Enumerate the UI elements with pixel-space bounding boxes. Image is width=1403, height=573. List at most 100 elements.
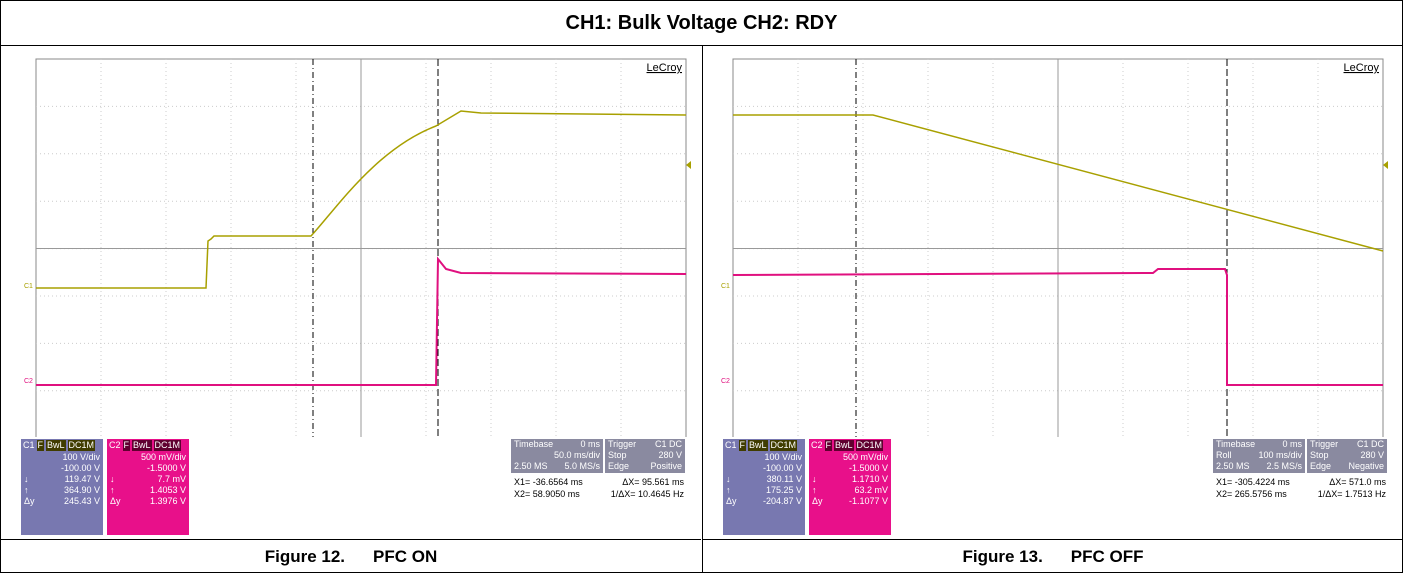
readout-row: -100.00 V bbox=[723, 463, 805, 474]
readout-row: 500 mV/div bbox=[809, 452, 891, 463]
readout-row: -1.5000 V bbox=[107, 463, 189, 474]
value: -100.00 V bbox=[762, 463, 802, 473]
symbol: Δy bbox=[726, 496, 737, 506]
readout-row: ↑ 364.90 V bbox=[21, 485, 103, 496]
value: -204.87 V bbox=[762, 496, 802, 506]
screen: LeCroy C1 C2 bbox=[721, 58, 1388, 437]
trace-ch2 bbox=[732, 268, 1383, 386]
channel-box: C2 F BwL DC1M 500 mV/div -1.5000 V ↓ 1.1710 V ↑ 6… bbox=[809, 439, 891, 535]
value: Stop bbox=[1310, 450, 1329, 460]
readout-row: X2= 58.9050 ms 1/ΔX= 10.4645 Hz bbox=[511, 488, 687, 500]
readout-row: 2.50 MS 5.0 MS/s bbox=[511, 461, 603, 472]
value: ΔX= 95.561 ms bbox=[622, 477, 684, 487]
value: 280 V bbox=[658, 450, 682, 460]
ch1-marker: C1 bbox=[721, 283, 730, 290]
symbol: ↓ bbox=[110, 474, 115, 484]
value: X2= 265.5756 ms bbox=[1216, 489, 1287, 499]
readout-row: ↓ 380.11 V bbox=[723, 474, 805, 485]
readout-row: 100 V/div bbox=[21, 452, 103, 463]
level-marker bbox=[686, 161, 691, 169]
trace-ch1 bbox=[733, 114, 1384, 252]
symbol: ↑ bbox=[110, 485, 115, 495]
channel-box: C1 F BwL DC1M 100 V/div -100.00 V ↓ 119.47 V ↑ 36… bbox=[21, 439, 103, 535]
readout-row: Δy -1.1077 V bbox=[809, 496, 891, 507]
channel-header: C1 F BwL DC1M bbox=[723, 439, 805, 452]
readout-row: ↓ 1.1710 V bbox=[809, 474, 891, 485]
channel-label: C1 bbox=[725, 440, 737, 450]
ch2-marker: C2 bbox=[721, 378, 730, 385]
value: C1 DC bbox=[654, 439, 682, 449]
value: X1= -36.6564 ms bbox=[514, 477, 583, 487]
figure-caption: PFC OFF bbox=[1070, 547, 1144, 566]
value: 280 V bbox=[1360, 450, 1384, 460]
readout-row: Δy 245.43 V bbox=[21, 496, 103, 507]
channel-flag: F bbox=[122, 440, 131, 451]
cursor-readout: X1= -36.6564 ms ΔX= 95.561 ms X2= 58.9050 … bbox=[511, 476, 687, 500]
value: Edge bbox=[608, 461, 630, 471]
readout-row: Stop 280 V bbox=[605, 450, 685, 461]
figure-caption: PFC ON bbox=[373, 547, 438, 566]
title: CH1: Bulk Voltage CH2: RDY bbox=[1, 1, 1402, 46]
value: 364.90 V bbox=[63, 485, 100, 495]
ch1-marker: C1 bbox=[24, 283, 33, 290]
channel-label: C2 bbox=[811, 440, 823, 450]
value: 119.47 V bbox=[64, 474, 100, 484]
readout-row: Roll 100 ms/div bbox=[1213, 450, 1305, 461]
caption: Figure 13. PFC OFF bbox=[703, 539, 1403, 573]
readout-row: X1= -305.4224 ms ΔX= 571.0 ms bbox=[1213, 476, 1389, 488]
brand: LeCroy bbox=[1344, 62, 1380, 74]
value: 100 V/div bbox=[764, 452, 802, 462]
value: Timebase bbox=[1216, 439, 1256, 449]
cursor-readout: X1= -305.4224 ms ΔX= 571.0 ms X2= 265.5756… bbox=[1213, 476, 1389, 500]
value: C1 DC bbox=[1356, 439, 1384, 449]
trace-ch2 bbox=[36, 256, 687, 386]
readout-row: Δy 1.3976 V bbox=[107, 496, 189, 507]
value: X1= -305.4224 ms bbox=[1216, 477, 1290, 487]
channel-flag: DC1M bbox=[67, 440, 96, 451]
channel-label: C2 bbox=[109, 440, 121, 450]
value: 7.7 mV bbox=[157, 474, 186, 484]
trigger-box: Trigger C1 DC Stop 280 V Edge Negative bbox=[1307, 439, 1387, 473]
brand: LeCroy bbox=[647, 62, 683, 74]
value: -100.00 V bbox=[60, 463, 100, 473]
value: 2.5 MS/s bbox=[1266, 461, 1302, 471]
value: -1.5000 V bbox=[848, 463, 888, 473]
value: 500 mV/div bbox=[140, 452, 186, 462]
readout-row: ↑ 63.2 mV bbox=[809, 485, 891, 496]
symbol: ↑ bbox=[24, 485, 29, 495]
channel-flag: DC1M bbox=[769, 440, 798, 451]
readout-row: Timebase 0 ms bbox=[1213, 439, 1305, 450]
trigger-box: Trigger C1 DC Stop 280 V Edge Positive bbox=[605, 439, 685, 473]
ch2-marker: C2 bbox=[24, 378, 33, 385]
readout-row: Trigger C1 DC bbox=[605, 439, 685, 450]
value: Trigger bbox=[608, 439, 637, 449]
value: 50.0 ms/div bbox=[553, 450, 600, 460]
readout-row: Trigger C1 DC bbox=[1307, 439, 1387, 450]
channel-flag: DC1M bbox=[153, 440, 182, 451]
readout-row: 100 V/div bbox=[723, 452, 805, 463]
readout-row: -100.00 V bbox=[21, 463, 103, 474]
channel-header: C2 F BwL DC1M bbox=[107, 439, 189, 452]
caption: Figure 12. PFC ON bbox=[1, 539, 701, 573]
channel-flag: BwL bbox=[748, 440, 768, 451]
channel-header: C2 F BwL DC1M bbox=[809, 439, 891, 452]
symbol: ↓ bbox=[726, 474, 731, 484]
readout-row: 2.50 MS 2.5 MS/s bbox=[1213, 461, 1305, 472]
channel-header: C1 F BwL DC1M bbox=[21, 439, 103, 452]
channel-flag: BwL bbox=[834, 440, 854, 451]
value: Stop bbox=[608, 450, 627, 460]
value: -1.1077 V bbox=[848, 496, 888, 506]
channel-flag: F bbox=[824, 440, 833, 451]
symbol: ↑ bbox=[726, 485, 731, 495]
value: 63.2 mV bbox=[854, 485, 888, 495]
figure-number: Figure 12. bbox=[264, 547, 346, 566]
readout-row: ↑ 175.25 V bbox=[723, 485, 805, 496]
value: Timebase bbox=[514, 439, 554, 449]
channel-flag: F bbox=[36, 440, 45, 451]
channel-label: C1 bbox=[23, 440, 35, 450]
readout-row: X1= -36.6564 ms ΔX= 95.561 ms bbox=[511, 476, 687, 488]
value: 500 mV/div bbox=[842, 452, 888, 462]
value: 245.43 V bbox=[63, 496, 100, 506]
timebase-box: Timebase 0 ms 50.0 ms/div 2.50 MS 5.0 MS/s bbox=[511, 439, 603, 473]
readout-row: ↑ 1.4053 V bbox=[107, 485, 189, 496]
